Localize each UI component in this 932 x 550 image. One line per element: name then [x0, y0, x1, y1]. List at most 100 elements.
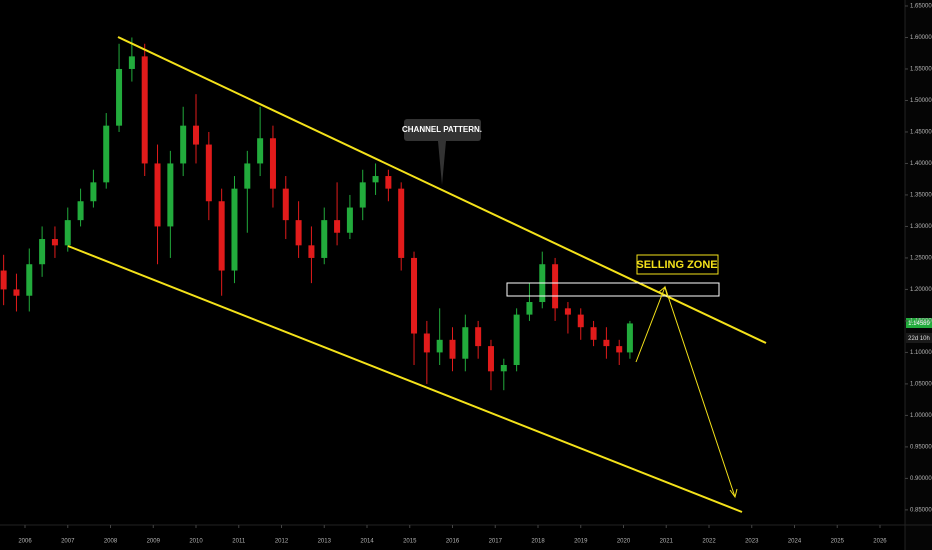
candle-body	[436, 339, 443, 353]
candle-body	[116, 68, 123, 126]
candle-body	[193, 125, 200, 145]
x-tick-label: 2024	[788, 539, 802, 545]
selling-zone-box	[506, 282, 720, 297]
y-tick-label: 0.95000	[910, 444, 932, 450]
x-tick-label: 2022	[702, 539, 716, 545]
candle-body	[616, 346, 623, 353]
candle-body	[141, 56, 148, 164]
candle-body	[449, 339, 456, 359]
x-tick-label: 2016	[446, 539, 460, 545]
annotation: CHANNEL PATTERN.	[402, 125, 482, 134]
candles	[0, 37, 633, 391]
candle-body	[26, 264, 33, 296]
candle-body	[603, 339, 610, 347]
candle-body	[462, 327, 469, 359]
candle-body	[244, 163, 251, 189]
candle-body	[423, 333, 430, 353]
y-tick-label: 0.90000	[910, 476, 932, 482]
y-tick-label: 1.20000	[910, 287, 932, 293]
y-tick-label: 1.35000	[910, 193, 932, 199]
y-tick-label: 0.85000	[910, 507, 932, 513]
y-tick-label: 1.45000	[910, 130, 932, 136]
x-tick-label: 2023	[745, 539, 759, 545]
y-tick-label: 1.50000	[910, 98, 932, 104]
candle-body	[359, 182, 366, 208]
arrow-head	[729, 488, 738, 499]
candle-body	[128, 56, 135, 69]
x-tick-label: 2019	[574, 539, 588, 545]
candle-body	[167, 163, 174, 227]
countdown-label: 22d 10h	[908, 336, 930, 342]
candle-body	[487, 346, 494, 372]
y-tick-label: 1.65000	[910, 4, 932, 10]
y-tick-label: 1.55000	[910, 67, 932, 73]
x-tick-label: 2013	[318, 539, 332, 545]
x-tick-label: 2014	[360, 539, 374, 545]
candle-body	[180, 125, 187, 164]
candle-body	[90, 182, 97, 202]
candle-body	[282, 188, 289, 221]
candle-body	[295, 220, 302, 246]
candle-body	[103, 125, 110, 183]
x-tick-label: 2020	[617, 539, 631, 545]
candle-body	[205, 144, 212, 202]
y-tick-label: 1.05000	[910, 381, 932, 387]
candle-body	[385, 176, 392, 189]
x-tick-label: 2010	[189, 539, 203, 545]
candle-body	[590, 327, 597, 340]
x-tick-label: 2012	[275, 539, 289, 545]
candle-body	[321, 220, 328, 258]
candle-body	[564, 308, 571, 315]
x-tick-label: 2017	[489, 539, 503, 545]
x-tick-label: 2006	[18, 539, 32, 545]
y-tick-label: 1.10000	[910, 350, 932, 356]
candle-body	[218, 201, 225, 271]
annotation: SELLING ZONE	[636, 259, 717, 271]
y-tick-label: 1.30000	[910, 224, 932, 230]
candle-body	[269, 138, 276, 189]
price-label: 1.14589	[908, 321, 930, 327]
candle-body	[577, 314, 584, 328]
candle-body	[154, 163, 161, 227]
candle-body	[308, 245, 315, 258]
channel-lower	[67, 245, 743, 513]
candle-body	[475, 327, 482, 347]
candle-body	[231, 188, 238, 271]
candle-body	[51, 239, 58, 246]
x-tick-label: 2015	[403, 539, 417, 545]
x-tick-label: 2021	[660, 539, 674, 545]
y-tick-label: 1.40000	[910, 161, 932, 167]
y-tick-label: 1.60000	[910, 35, 932, 41]
x-tick-label: 2025	[831, 539, 845, 545]
arrow-head	[658, 286, 668, 296]
candle-body	[13, 289, 20, 296]
x-tick-label: 2026	[873, 539, 887, 545]
candle-body	[346, 207, 353, 233]
x-tick-label: 2007	[61, 539, 75, 545]
channel-upper	[117, 36, 767, 344]
callout-box	[404, 119, 481, 141]
y-tick-label: 1.25000	[910, 256, 932, 262]
candle-body	[398, 188, 405, 258]
y-tick-label: 1.00000	[910, 413, 932, 419]
x-tick-label: 2008	[104, 539, 118, 545]
candle-body	[64, 220, 71, 246]
x-tick-label: 2011	[232, 539, 246, 545]
candle-body	[334, 220, 341, 233]
candle-body	[257, 138, 264, 164]
selling-zone-label-box	[636, 254, 719, 275]
countdown-tag	[906, 333, 932, 343]
candle-body	[411, 257, 418, 334]
x-tick-label: 2009	[147, 539, 161, 545]
callout-pointer	[438, 141, 446, 185]
candle-body	[552, 264, 559, 309]
candle-body	[513, 314, 520, 366]
price-axis	[905, 0, 932, 550]
x-tick-label: 2018	[531, 539, 545, 545]
price-tag	[906, 318, 932, 328]
candle-body	[77, 201, 84, 221]
candle-body	[372, 176, 379, 183]
y-tick-label: 1.15000	[910, 318, 932, 324]
